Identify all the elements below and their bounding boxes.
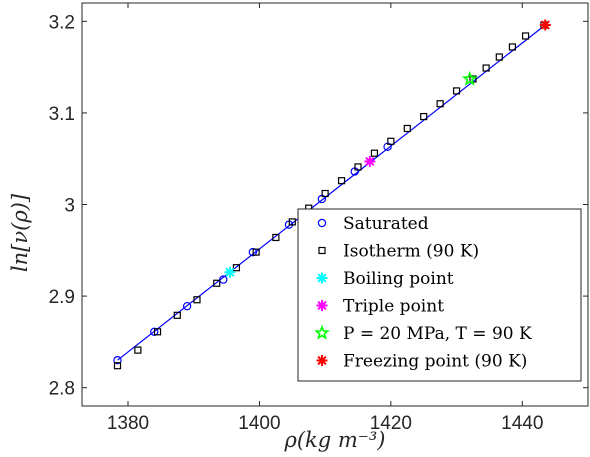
data-point [403, 124, 411, 133]
data-point [370, 149, 379, 157]
data-point [272, 233, 280, 242]
series-3 [364, 155, 376, 167]
legend-label: P = 20 MPa, T = 90 K [343, 324, 532, 344]
data-point-stroke [225, 267, 235, 277]
data-point [387, 137, 395, 145]
series-4 [461, 70, 478, 86]
x-tick-label: 1380 [107, 413, 149, 434]
legend-marker [316, 355, 328, 366]
data-point [337, 177, 346, 185]
data-point [182, 301, 192, 311]
data-point [288, 218, 296, 226]
data-point [113, 356, 122, 365]
series-2 [224, 266, 236, 278]
data-point [354, 163, 362, 171]
y-tick-label: 3.2 [49, 12, 75, 33]
series-1 [113, 21, 548, 370]
legend-label: Boiling point [343, 269, 454, 289]
data-point-stroke [365, 156, 375, 167]
legend-marker [316, 300, 328, 311]
legend-label: Saturated [343, 214, 429, 234]
data-point [321, 189, 329, 198]
legend-label: Triple point [343, 297, 444, 317]
data-point-stroke [540, 20, 550, 30]
data-point [461, 70, 478, 86]
axes: 1380 1400 1420 1440 2.8 2.9 3 3.1 3.2 [49, 2, 589, 434]
x-tick-label: 1400 [238, 413, 280, 434]
y-axis-title: ln[ν(ρ)] [8, 193, 32, 272]
data-point [420, 112, 428, 121]
data-point [224, 266, 236, 278]
y-tick-label: 3 [64, 196, 75, 217]
legend: Saturated Isotherm (90 K) Boiling point Tri… [297, 208, 582, 382]
legend-label: Freezing point (90 K) [343, 352, 527, 372]
data-point [508, 43, 517, 51]
data-point [193, 296, 201, 304]
y-tick-label: 2.9 [49, 287, 75, 308]
legend-label: Isotherm (90 K) [343, 242, 479, 262]
data-point [213, 279, 221, 287]
data-point [495, 53, 503, 61]
data-point [150, 327, 159, 337]
data-point [452, 87, 461, 95]
data-point [364, 155, 376, 167]
data-point [436, 100, 444, 108]
data-point [252, 248, 260, 256]
legend-marker [316, 272, 328, 284]
data-point [521, 32, 530, 40]
y-tick-label: 3.1 [49, 104, 75, 125]
data-point [219, 275, 228, 284]
legend-marker [318, 246, 326, 255]
data-point [113, 362, 122, 370]
legend-marker-stroke [317, 355, 327, 366]
legend-marker [314, 324, 330, 340]
data-point [134, 346, 142, 354]
fit-line [117, 24, 546, 361]
legend-marker [317, 218, 327, 228]
plot-area [113, 19, 551, 370]
y-tick-label: 2.8 [49, 379, 75, 400]
legend-marker-stroke [317, 300, 327, 311]
data-point [482, 64, 490, 72]
data-point [539, 19, 551, 31]
series-5 [539, 19, 551, 31]
legend-marker-stroke [317, 273, 327, 283]
x-axis-title: ρ(kg m⁻³) [284, 428, 386, 452]
data-point [232, 264, 241, 272]
x-tick-label: 1420 [370, 413, 412, 434]
data-point [153, 328, 162, 336]
x-tick-label: 1440 [501, 413, 543, 434]
legend-box [297, 208, 582, 382]
data-point [173, 311, 181, 319]
